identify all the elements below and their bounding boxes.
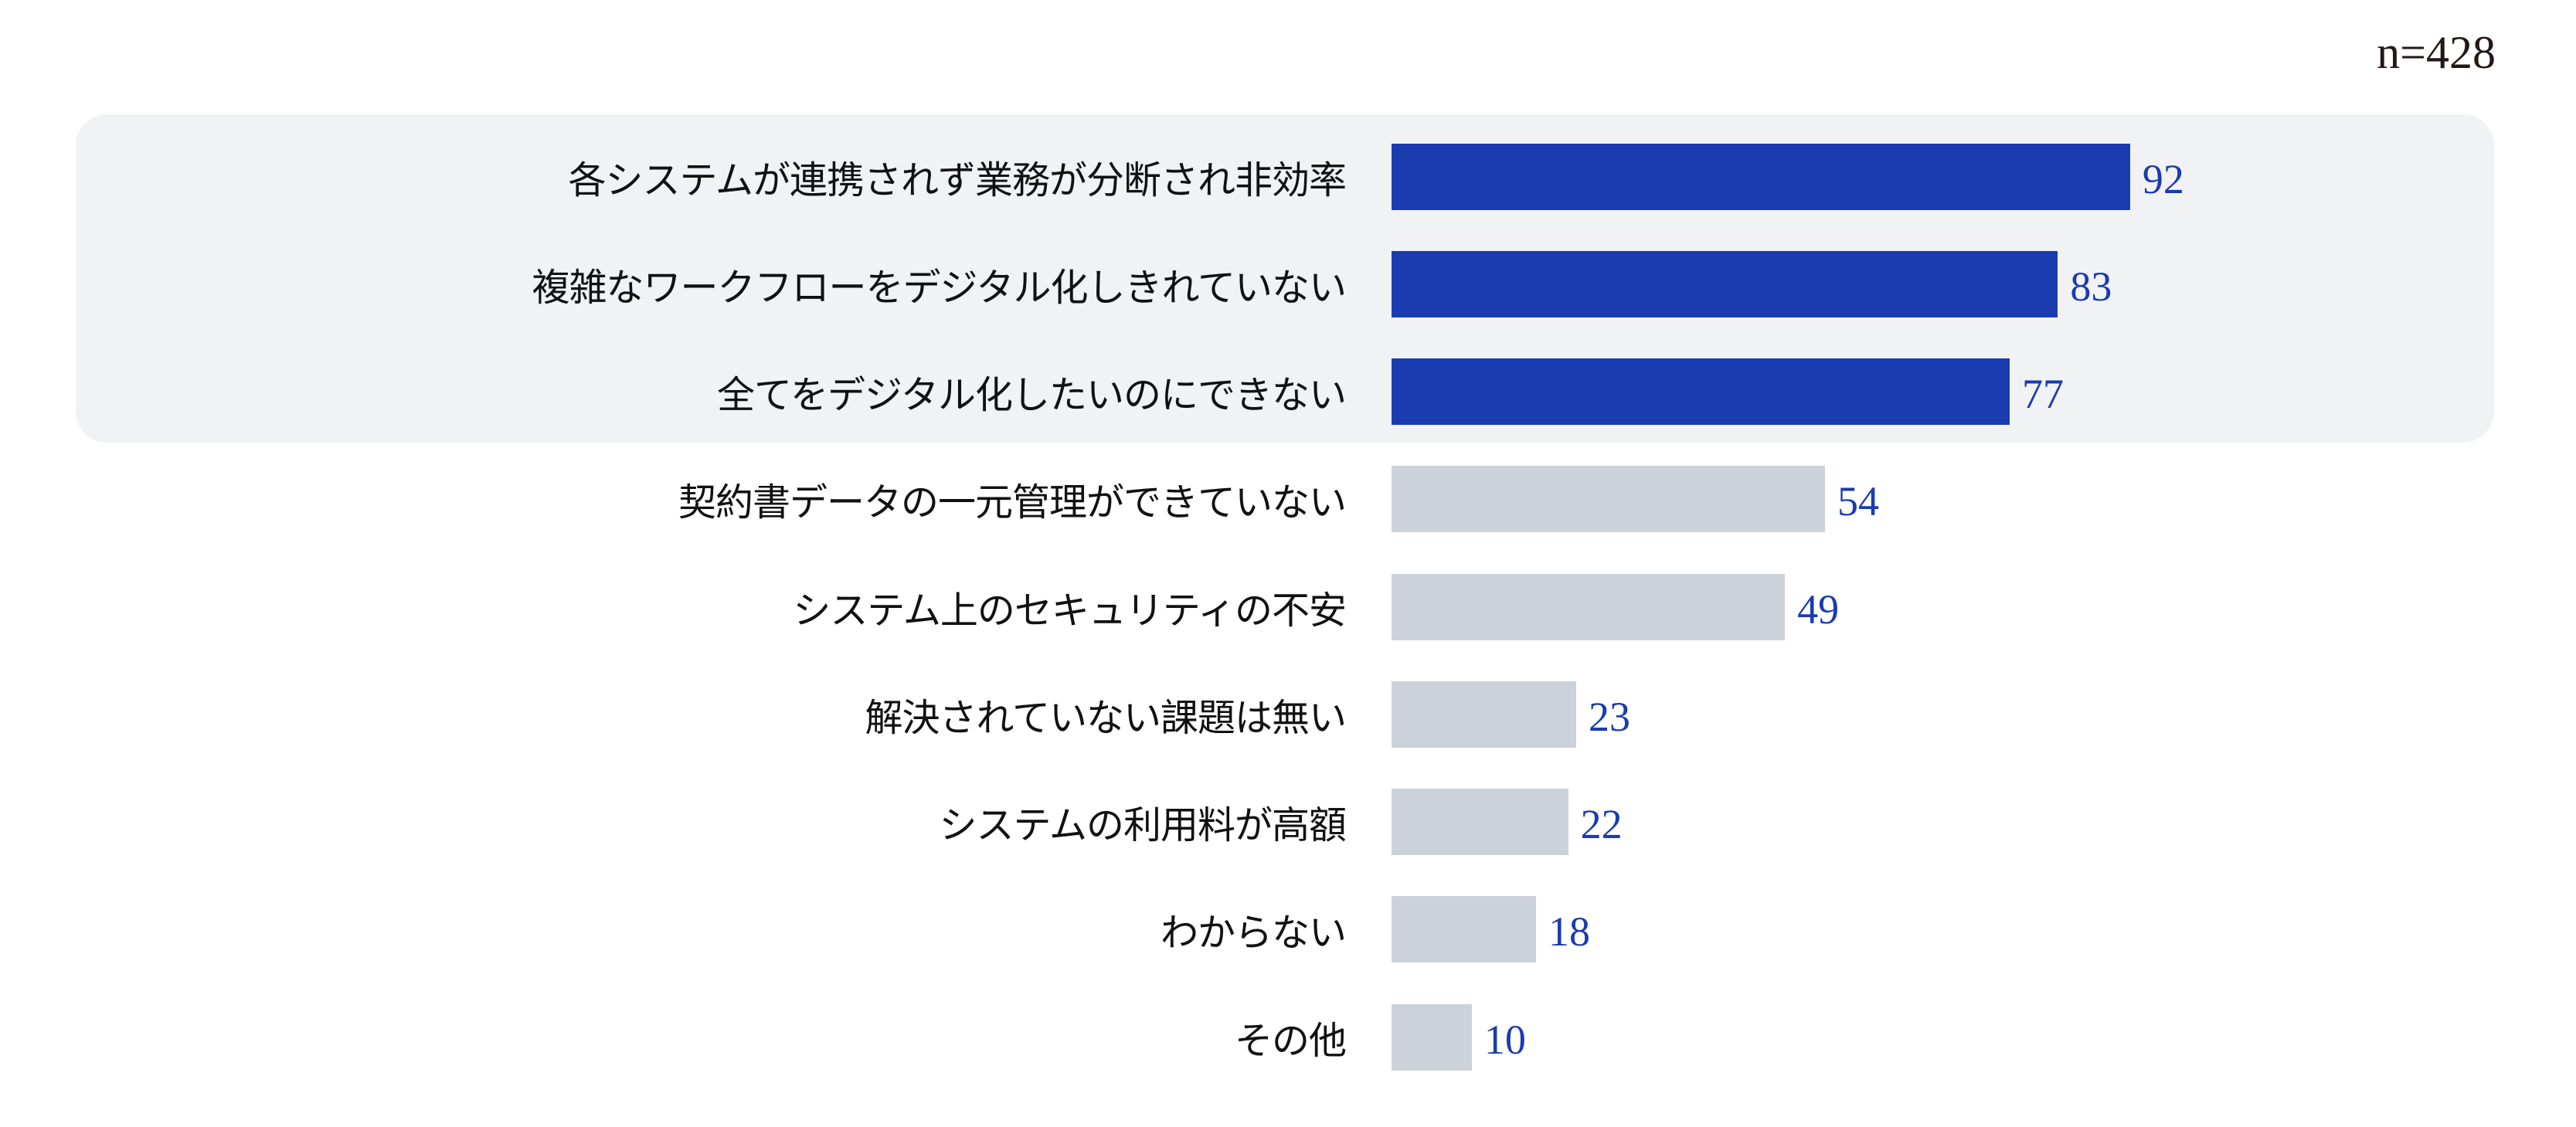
- bar: [1392, 358, 2010, 425]
- category-label: 全てをデジタル化したいのにできない: [716, 372, 1347, 417]
- chart-row: 複雑なワークフローをデジタル化しきれていない 83: [0, 251, 2576, 317]
- category-label: システム上のセキュリティの不安: [793, 588, 1347, 633]
- value-label: 22: [1580, 801, 1623, 847]
- value-label: 77: [2022, 371, 2065, 417]
- bar: [1392, 789, 1568, 855]
- chart-row: 解決されていない課題は無い 23: [0, 681, 2576, 748]
- value-label: 54: [1837, 478, 1880, 524]
- chart-row: 各システムが連携されず業務が分断され非効率 92: [0, 144, 2576, 210]
- sample-size-label: n=428: [2377, 27, 2496, 78]
- chart-row: システム上のセキュリティの不安 49: [0, 574, 2576, 640]
- chart-row: 全てをデジタル化したいのにできない 77: [0, 358, 2576, 425]
- category-label: 契約書データの一元管理ができていない: [678, 480, 1347, 524]
- bar: [1392, 896, 1537, 962]
- value-label: 83: [2070, 263, 2112, 310]
- bar: [1392, 1004, 1472, 1071]
- category-label: わからない: [1160, 910, 1347, 955]
- bar: [1392, 574, 1786, 640]
- category-label: 解決されていない課題は無い: [865, 695, 1347, 740]
- bar: [1392, 251, 2058, 317]
- chart-row: その他 10: [0, 1004, 2576, 1071]
- category-label: 複雑なワークフローをデジタル化しきれていない: [532, 265, 1347, 310]
- category-label: システムの利用料が高額: [939, 803, 1347, 847]
- category-label: 各システムが連携されず業務が分断され非効率: [568, 158, 1347, 202]
- value-label: 10: [1483, 1017, 1526, 1063]
- value-label: 49: [1797, 586, 1840, 633]
- value-label: 18: [1548, 908, 1591, 955]
- chart-row: システムの利用料が高額 22: [0, 789, 2576, 855]
- chart-row: わからない 18: [0, 896, 2576, 962]
- bar: [1392, 466, 1826, 532]
- chart-row: 契約書データの一元管理ができていない 54: [0, 466, 2576, 532]
- value-label: 23: [1588, 694, 1630, 740]
- category-label: その他: [1234, 1018, 1347, 1063]
- bar: [1392, 681, 1576, 748]
- bar: [1392, 144, 2130, 210]
- value-label: 92: [2142, 156, 2184, 202]
